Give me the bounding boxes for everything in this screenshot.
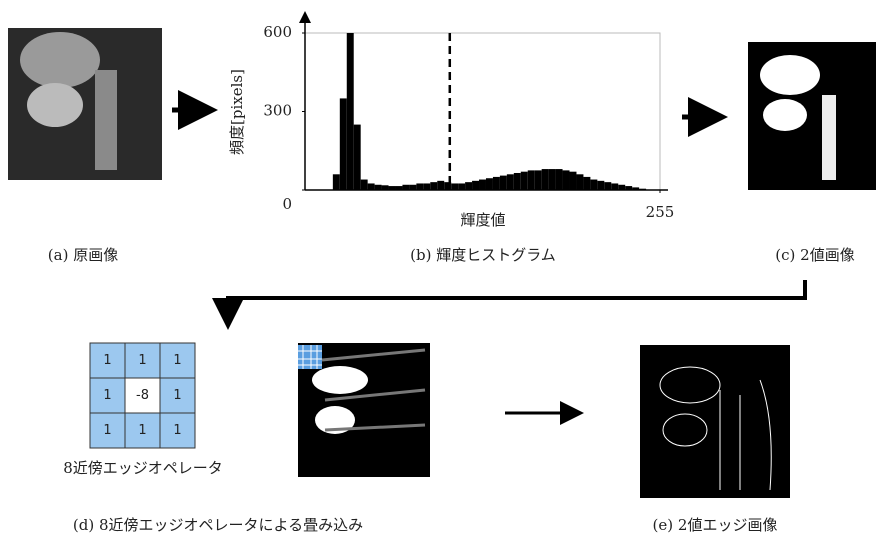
bar (639, 189, 646, 190)
original-image (8, 28, 162, 180)
bar (430, 182, 437, 190)
kernel: 1 1 1 1 -8 1 1 1 1 (90, 343, 195, 448)
bar (416, 183, 423, 190)
bar (333, 174, 340, 190)
bar (395, 186, 402, 190)
kernel-value: 1 (103, 388, 111, 403)
bar (354, 125, 361, 190)
caption: (d) 8近傍エッジオペレータによる畳み込み (73, 516, 363, 534)
bar (521, 172, 528, 190)
bar (535, 170, 542, 190)
y-tick-label: 600 (263, 23, 292, 41)
bar (597, 181, 604, 190)
bar (590, 180, 597, 190)
x-axis-label: 輝度値 (460, 211, 505, 229)
y-axis-label: 頻度[pixels] (228, 69, 246, 155)
bar (389, 186, 396, 190)
operator-label: 8近傍エッジオペレータ (63, 459, 223, 477)
bar (472, 181, 479, 190)
bar (604, 182, 611, 190)
bar (556, 169, 563, 190)
bar (486, 178, 493, 190)
bar (611, 183, 618, 190)
kernel-value: 1 (138, 423, 146, 438)
bar (493, 177, 500, 190)
binary-image (748, 42, 876, 190)
bar (618, 185, 625, 190)
kernel-value: -8 (136, 388, 149, 403)
y-tick-label: 300 (263, 102, 292, 120)
bar (625, 186, 632, 190)
bar (437, 181, 444, 190)
caption: (e) 2値エッジ画像 (653, 516, 778, 534)
kernel-value: 1 (103, 353, 111, 368)
y-tick-label: 0 (282, 195, 292, 213)
bar (507, 174, 514, 190)
bar (402, 185, 409, 190)
arrow (228, 280, 805, 322)
edge-image (640, 345, 790, 498)
kernel-value: 1 (173, 388, 181, 403)
bar (451, 183, 458, 190)
bar (570, 172, 577, 190)
bar (340, 98, 347, 190)
caption: (c) 2値画像 (775, 246, 854, 264)
x-tick-label: 255 (646, 203, 675, 221)
bar (549, 169, 556, 190)
bar (409, 185, 416, 190)
bar (361, 180, 368, 190)
caption: (b) 輝度ヒストグラム (410, 246, 556, 264)
bar (528, 170, 535, 190)
bar (583, 177, 590, 190)
bar (375, 185, 382, 190)
bar (576, 174, 583, 190)
kernel-value: 1 (103, 423, 111, 438)
figure: 輝度値 頻度[pixels] (a) 原画像 (b) 輝度ヒストグラム (c) … (0, 0, 886, 542)
bar (479, 180, 486, 190)
kernel-value: 1 (138, 353, 146, 368)
kernel-value: 1 (173, 353, 181, 368)
caption: (a) 原画像 (48, 246, 118, 264)
bar (382, 185, 389, 190)
bar (368, 183, 375, 190)
bar (423, 183, 430, 190)
bar (465, 182, 472, 190)
bar (514, 173, 521, 190)
bar (632, 187, 639, 190)
bar (542, 169, 549, 190)
bar (563, 170, 570, 190)
bar (500, 176, 507, 190)
convolution-image (298, 343, 430, 477)
kernel-value: 1 (173, 423, 181, 438)
bar (458, 183, 465, 190)
bar (347, 33, 354, 190)
